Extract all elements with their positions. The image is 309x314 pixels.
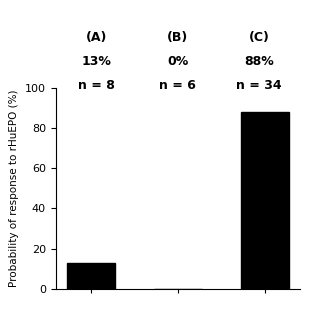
Bar — [241, 112, 289, 289]
Text: n = 8: n = 8 — [78, 79, 115, 92]
Text: n = 6: n = 6 — [159, 79, 196, 92]
Text: 13%: 13% — [81, 55, 111, 68]
Bar — [67, 263, 115, 289]
Text: 0%: 0% — [167, 55, 188, 68]
Text: n = 34: n = 34 — [236, 79, 282, 92]
Text: (B): (B) — [167, 31, 188, 44]
Y-axis label: Probability of response to rHuEPO (%): Probability of response to rHuEPO (%) — [9, 90, 19, 287]
Text: (A): (A) — [86, 31, 107, 44]
Text: 88%: 88% — [244, 55, 274, 68]
Text: (C): (C) — [249, 31, 269, 44]
